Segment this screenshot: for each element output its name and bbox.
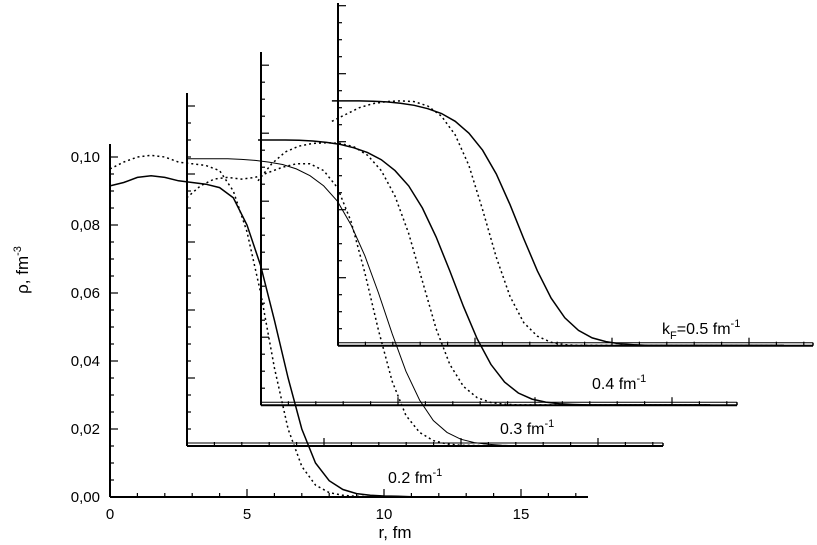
- y-tick-label: 0,10: [71, 149, 100, 166]
- panel-0-label-exponent: -1: [432, 467, 442, 479]
- panel-2-solid-curve: [258, 139, 711, 406]
- panel-2-label: 0.4 fm-1: [592, 373, 646, 393]
- y-tick-label: 0,06: [71, 285, 100, 302]
- panel-1-label: 0.3 fm-1: [500, 418, 554, 438]
- y-tick-label: 0,04: [71, 353, 100, 370]
- x-tick-label: 0: [106, 506, 114, 523]
- panel-3-label-subscript: F: [670, 330, 677, 342]
- x-axis-title: r, fm: [378, 523, 411, 542]
- density-curves: [109, 100, 784, 498]
- x-tick-label: 5: [243, 506, 251, 523]
- panel-1-label-exponent: -1: [544, 418, 554, 430]
- panel-0-label: 0.2 fm-1: [388, 467, 442, 487]
- panel-2-label-main: 0.4 fm: [592, 376, 636, 393]
- y-axis-title-main: ρ, fm: [13, 256, 32, 294]
- panel-2-label-exponent: -1: [636, 373, 646, 385]
- panel-3-dotted-curve: [331, 100, 784, 347]
- panel-labels: 0.2 fm-10.3 fm-10.4 fm-1kF=0.5 fm-1: [388, 318, 740, 487]
- main-tick-labels: 0 5 10 15 0,00 0,02 0,04 0,06 0,08 0,10: [71, 149, 530, 523]
- x-tick-label: 15: [513, 506, 530, 523]
- panel-3-label: kF=0.5 fm-1: [662, 318, 740, 342]
- panel-axes: [109, 3, 814, 498]
- y-axis-title-exponent: -3: [12, 246, 24, 256]
- panel-1-dotted-curve: [186, 163, 571, 447]
- panel-3-label-prefix: k: [662, 321, 671, 338]
- y-tick-label: 0,00: [71, 489, 100, 506]
- y-tick-label: 0,08: [71, 217, 100, 234]
- panel-3-solid-curve: [331, 100, 784, 347]
- panel-3-label-main: =0.5 fm: [677, 321, 731, 338]
- y-axis-title: ρ, fm-3: [12, 246, 32, 294]
- panel-0-solid-curve: [109, 174, 439, 498]
- panel-1-solid-curve: [186, 158, 571, 447]
- panel-0-label-main: 0.2 fm: [388, 470, 432, 487]
- y-tick-label: 0,02: [71, 421, 100, 438]
- panel-3-label-exponent: -1: [731, 318, 741, 330]
- panel-1-label-main: 0.3 fm: [500, 421, 544, 438]
- panel-2-dotted-curve: [257, 141, 711, 406]
- panel-0-dotted-curve: [109, 154, 439, 498]
- x-tick-label: 10: [376, 506, 393, 523]
